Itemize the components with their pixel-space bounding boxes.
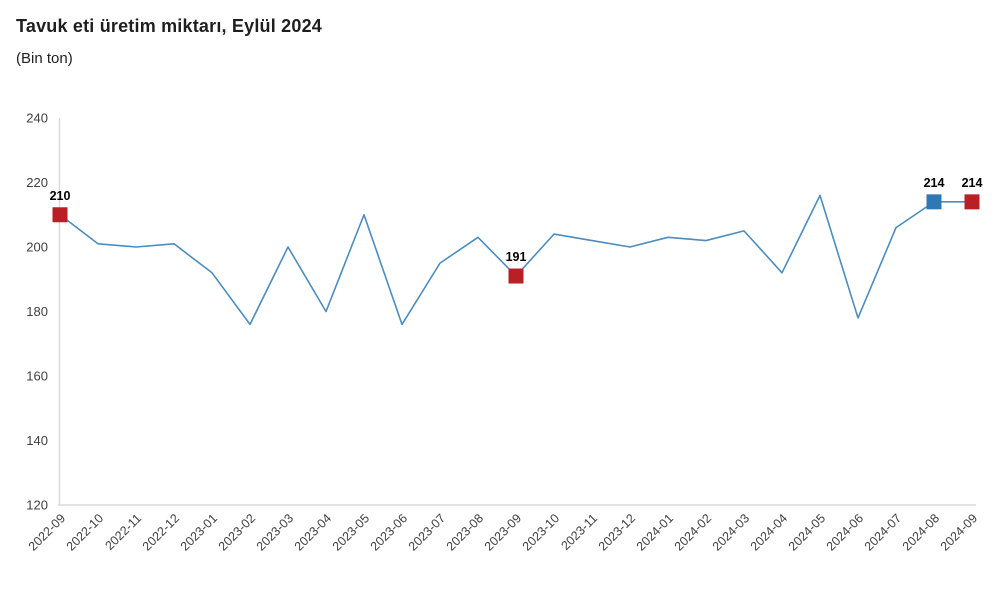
x-tick-label: 2023-10 [520,511,562,553]
highlight-marker [52,207,68,223]
x-tick-label: 2024-04 [748,511,790,553]
data-label: 191 [506,250,527,264]
x-tick-label: 2024-05 [786,511,828,553]
x-tick-label: 2024-08 [900,511,942,553]
x-tick-label: 2024-03 [710,511,752,553]
data-label: 214 [962,176,983,190]
x-tick-label: 2023-02 [216,511,258,553]
x-tick-label: 2023-07 [406,511,448,553]
y-tick-label: 120 [26,498,48,513]
highlight-marker [926,194,942,210]
y-tick-label: 180 [26,304,48,319]
x-tick-label: 2023-12 [596,511,638,553]
y-tick-label: 220 [26,175,48,190]
x-tick-label: 2023-09 [482,511,524,553]
line-chart-canvas: 2402202001801601401202022-092022-102022-… [26,111,983,554]
y-tick-label: 240 [26,111,48,126]
x-tick-label: 2023-08 [444,511,486,553]
x-tick-label: 2024-01 [634,511,676,553]
highlight-marker [508,268,524,284]
highlight-marker [964,194,980,210]
x-tick-label: 2023-05 [330,511,372,553]
x-tick-label: 2024-07 [862,511,904,553]
data-label: 214 [924,176,945,190]
x-tick-label: 2024-09 [938,511,980,553]
x-tick-label: 2022-12 [140,511,182,553]
chart-subtitle: (Bin ton) [16,50,73,67]
y-tick-label: 200 [26,240,48,255]
x-tick-label: 2023-01 [178,511,220,553]
x-tick-label: 2022-10 [64,511,106,553]
x-tick-label: 2022-09 [26,511,68,553]
x-tick-label: 2024-06 [824,511,866,553]
chart-title: Tavuk eti üretim miktarı, Eylül 2024 [16,16,322,36]
x-tick-label: 2023-03 [254,511,296,553]
data-label: 210 [50,189,71,203]
x-tick-label: 2023-11 [558,511,600,553]
x-tick-label: 2023-06 [368,511,410,553]
y-tick-label: 160 [26,369,48,384]
y-tick-label: 140 [26,433,48,448]
x-tick-label: 2024-02 [672,511,714,553]
x-tick-label: 2022-11 [102,511,144,553]
x-tick-label: 2023-04 [292,511,334,553]
